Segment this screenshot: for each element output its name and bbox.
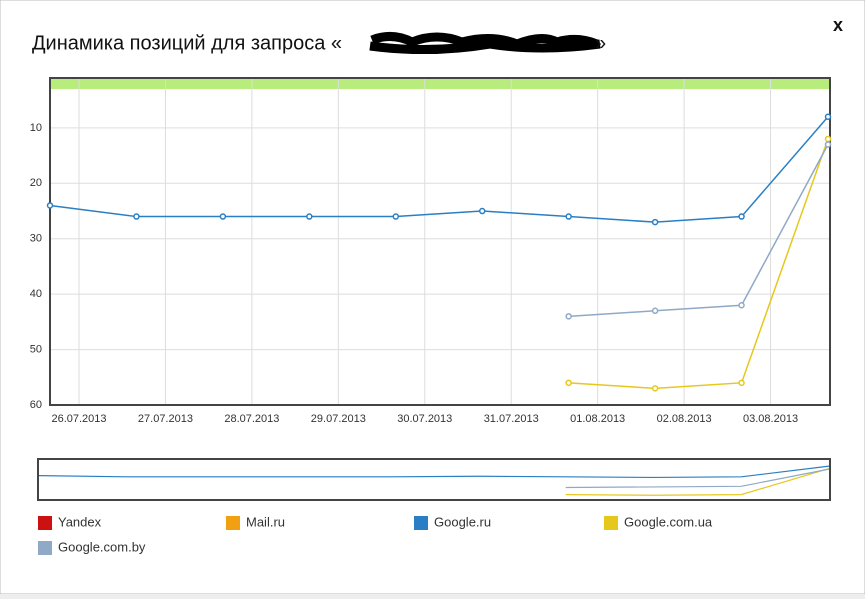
legend-label[interactable]: Google.com.by: [58, 539, 146, 554]
x-tick-label: 03.08.2013: [743, 413, 798, 425]
legend-swatch[interactable]: [604, 516, 618, 530]
top-zone: [50, 78, 830, 90]
point: [651, 385, 659, 392]
dialog-title-end: »: [595, 32, 606, 54]
navigator-frame: [37, 458, 831, 501]
legend-label[interactable]: Google.ru: [434, 514, 491, 529]
point: [651, 218, 659, 226]
point: [651, 307, 659, 315]
legend-label[interactable]: Yandex: [58, 514, 102, 529]
plot-frame: [49, 77, 831, 406]
point: [565, 313, 572, 320]
point: [306, 213, 313, 220]
legend-swatch[interactable]: [226, 516, 240, 530]
point: [565, 213, 572, 220]
x-tick-label: 01.08.2013: [570, 413, 625, 425]
x-tick-label: 27.07.2013: [138, 413, 193, 425]
point: [824, 135, 832, 143]
x-tick-label: 28.07.2013: [224, 413, 279, 425]
y-tick-label: 10: [30, 122, 42, 134]
legend-swatch[interactable]: [414, 516, 428, 530]
navigator-line: [38, 465, 830, 479]
point: [219, 213, 227, 220]
point: [738, 301, 745, 309]
series-line: [49, 116, 829, 223]
y-tick-label: 50: [30, 343, 42, 355]
series-line: [568, 138, 829, 390]
x-tick-label: 02.08.2013: [657, 413, 712, 425]
y-tick-label: 30: [30, 233, 42, 245]
point: [738, 379, 745, 387]
y-tick-label: 60: [30, 399, 42, 411]
legend-swatch[interactable]: [38, 541, 52, 555]
point: [392, 213, 400, 220]
x-tick-label: 31.07.2013: [484, 413, 539, 425]
point: [46, 202, 54, 209]
close-button[interactable]: x: [833, 15, 843, 35]
x-tick-label: 30.07.2013: [397, 413, 452, 425]
plot-bg: [50, 78, 830, 405]
y-tick-label: 20: [30, 177, 42, 189]
x-tick-label: 26.07.2013: [51, 413, 106, 425]
navigator-line: [565, 468, 830, 489]
point: [565, 379, 572, 387]
legend-swatch[interactable]: [38, 516, 52, 530]
redacted: [369, 32, 601, 55]
dialog-title: Динамика позиций для запроса «: [32, 32, 342, 54]
point: [738, 213, 745, 220]
legend-label[interactable]: Mail.ru: [246, 514, 285, 529]
point: [478, 207, 486, 215]
legend-label[interactable]: Google.com.ua: [624, 514, 713, 529]
point: [824, 141, 832, 148]
x-tick-label: 29.07.2013: [311, 413, 366, 425]
y-tick-label: 40: [30, 288, 42, 300]
point: [133, 213, 140, 220]
point: [824, 113, 832, 121]
series-line: [568, 144, 829, 318]
navigator-line: [565, 467, 830, 496]
